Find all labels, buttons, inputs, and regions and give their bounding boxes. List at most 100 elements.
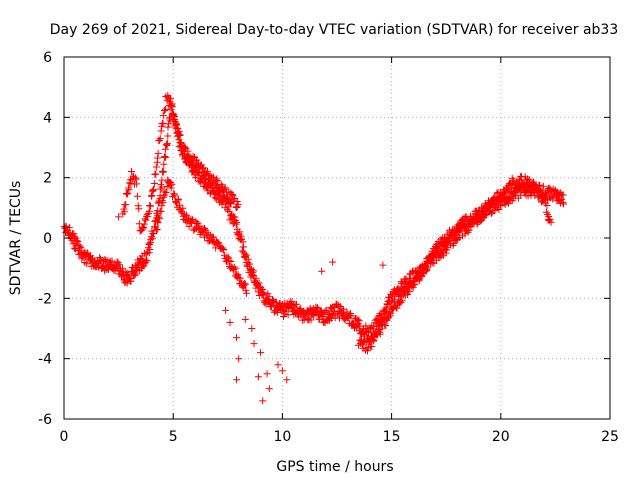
data-point [148, 234, 156, 242]
outlier-point [318, 267, 326, 275]
outlier-point [248, 325, 256, 332]
data-point [152, 163, 160, 171]
outlier-point [263, 370, 271, 378]
x-tick-label: 20 [492, 429, 510, 445]
outlier-point [283, 376, 291, 384]
data-point [465, 220, 473, 228]
data-point [411, 280, 419, 288]
data-point [146, 246, 154, 253]
data-point [312, 303, 320, 311]
data-point [232, 265, 240, 273]
data-point [402, 275, 410, 283]
data-point [461, 230, 469, 238]
data-point [355, 317, 363, 325]
y-tick-label: -2 [38, 291, 52, 307]
data-point [133, 192, 141, 200]
data-point [168, 180, 176, 188]
data-point [226, 263, 234, 270]
data-point [128, 168, 135, 175]
data-point [440, 242, 448, 249]
data-point [147, 202, 154, 210]
data-point [414, 268, 422, 276]
data-point [539, 182, 547, 190]
data-point [493, 189, 501, 197]
data-point [162, 105, 170, 113]
data-point [244, 255, 252, 263]
data-point [150, 180, 158, 187]
data-point [120, 208, 128, 216]
data-point [188, 215, 196, 223]
data-point [140, 220, 148, 228]
y-tick-label: 0 [43, 231, 52, 247]
data-point [413, 269, 421, 277]
data-point [560, 200, 568, 208]
data-point [530, 178, 537, 186]
outlier-point [226, 319, 234, 326]
data-point [163, 139, 171, 147]
data-point [125, 179, 133, 187]
data-point [537, 198, 545, 206]
data-point [227, 258, 235, 265]
data-point [398, 296, 406, 304]
data-point [293, 300, 300, 308]
data-point [157, 207, 165, 215]
outlier-point [257, 349, 265, 357]
data-point [385, 309, 393, 317]
outlier-point [274, 361, 282, 369]
x-tick-label: 10 [273, 429, 291, 445]
data-point [122, 201, 130, 209]
data-point [465, 226, 473, 234]
outlier-point [250, 340, 258, 348]
data-point [447, 233, 455, 241]
data-point [464, 228, 472, 236]
data-point [225, 254, 233, 262]
data-point [73, 237, 81, 245]
data-point [434, 247, 442, 254]
data-point [529, 183, 537, 191]
data-point [299, 316, 307, 324]
data-point [184, 147, 192, 155]
data-point [133, 180, 141, 188]
data-point [127, 277, 135, 285]
data-point [146, 202, 154, 209]
data-point [241, 280, 249, 288]
outlier-point [241, 316, 249, 323]
data-point [382, 304, 390, 312]
data-point [242, 251, 250, 259]
data-point [255, 279, 263, 287]
data-point [297, 304, 305, 312]
data-point [527, 182, 535, 190]
data-point [156, 135, 164, 143]
outlier-point [226, 216, 234, 224]
data-point [381, 321, 389, 329]
data-point [454, 227, 462, 235]
data-point [229, 264, 237, 272]
data-point [445, 237, 453, 245]
data-point [236, 274, 244, 282]
data-point [306, 306, 314, 313]
data-point [547, 218, 555, 226]
data-point [546, 215, 554, 223]
data-point [162, 153, 170, 161]
data-point [159, 112, 167, 120]
data-point [153, 225, 161, 233]
data-point [428, 259, 436, 267]
data-point [174, 128, 182, 136]
data-point [559, 191, 567, 199]
data-point [138, 225, 146, 233]
y-tick-label: 6 [43, 50, 52, 66]
outlier-point [329, 258, 337, 266]
data-point [242, 286, 250, 294]
data-point [173, 121, 180, 129]
data-point [401, 278, 409, 286]
data-point [161, 107, 169, 115]
x-axis-label: GPS time / hours [276, 459, 393, 475]
data-point [346, 311, 354, 319]
data-point [272, 298, 280, 306]
data-point [134, 202, 142, 210]
data-point [65, 224, 73, 232]
data-point [149, 187, 157, 194]
data-point [116, 261, 124, 269]
